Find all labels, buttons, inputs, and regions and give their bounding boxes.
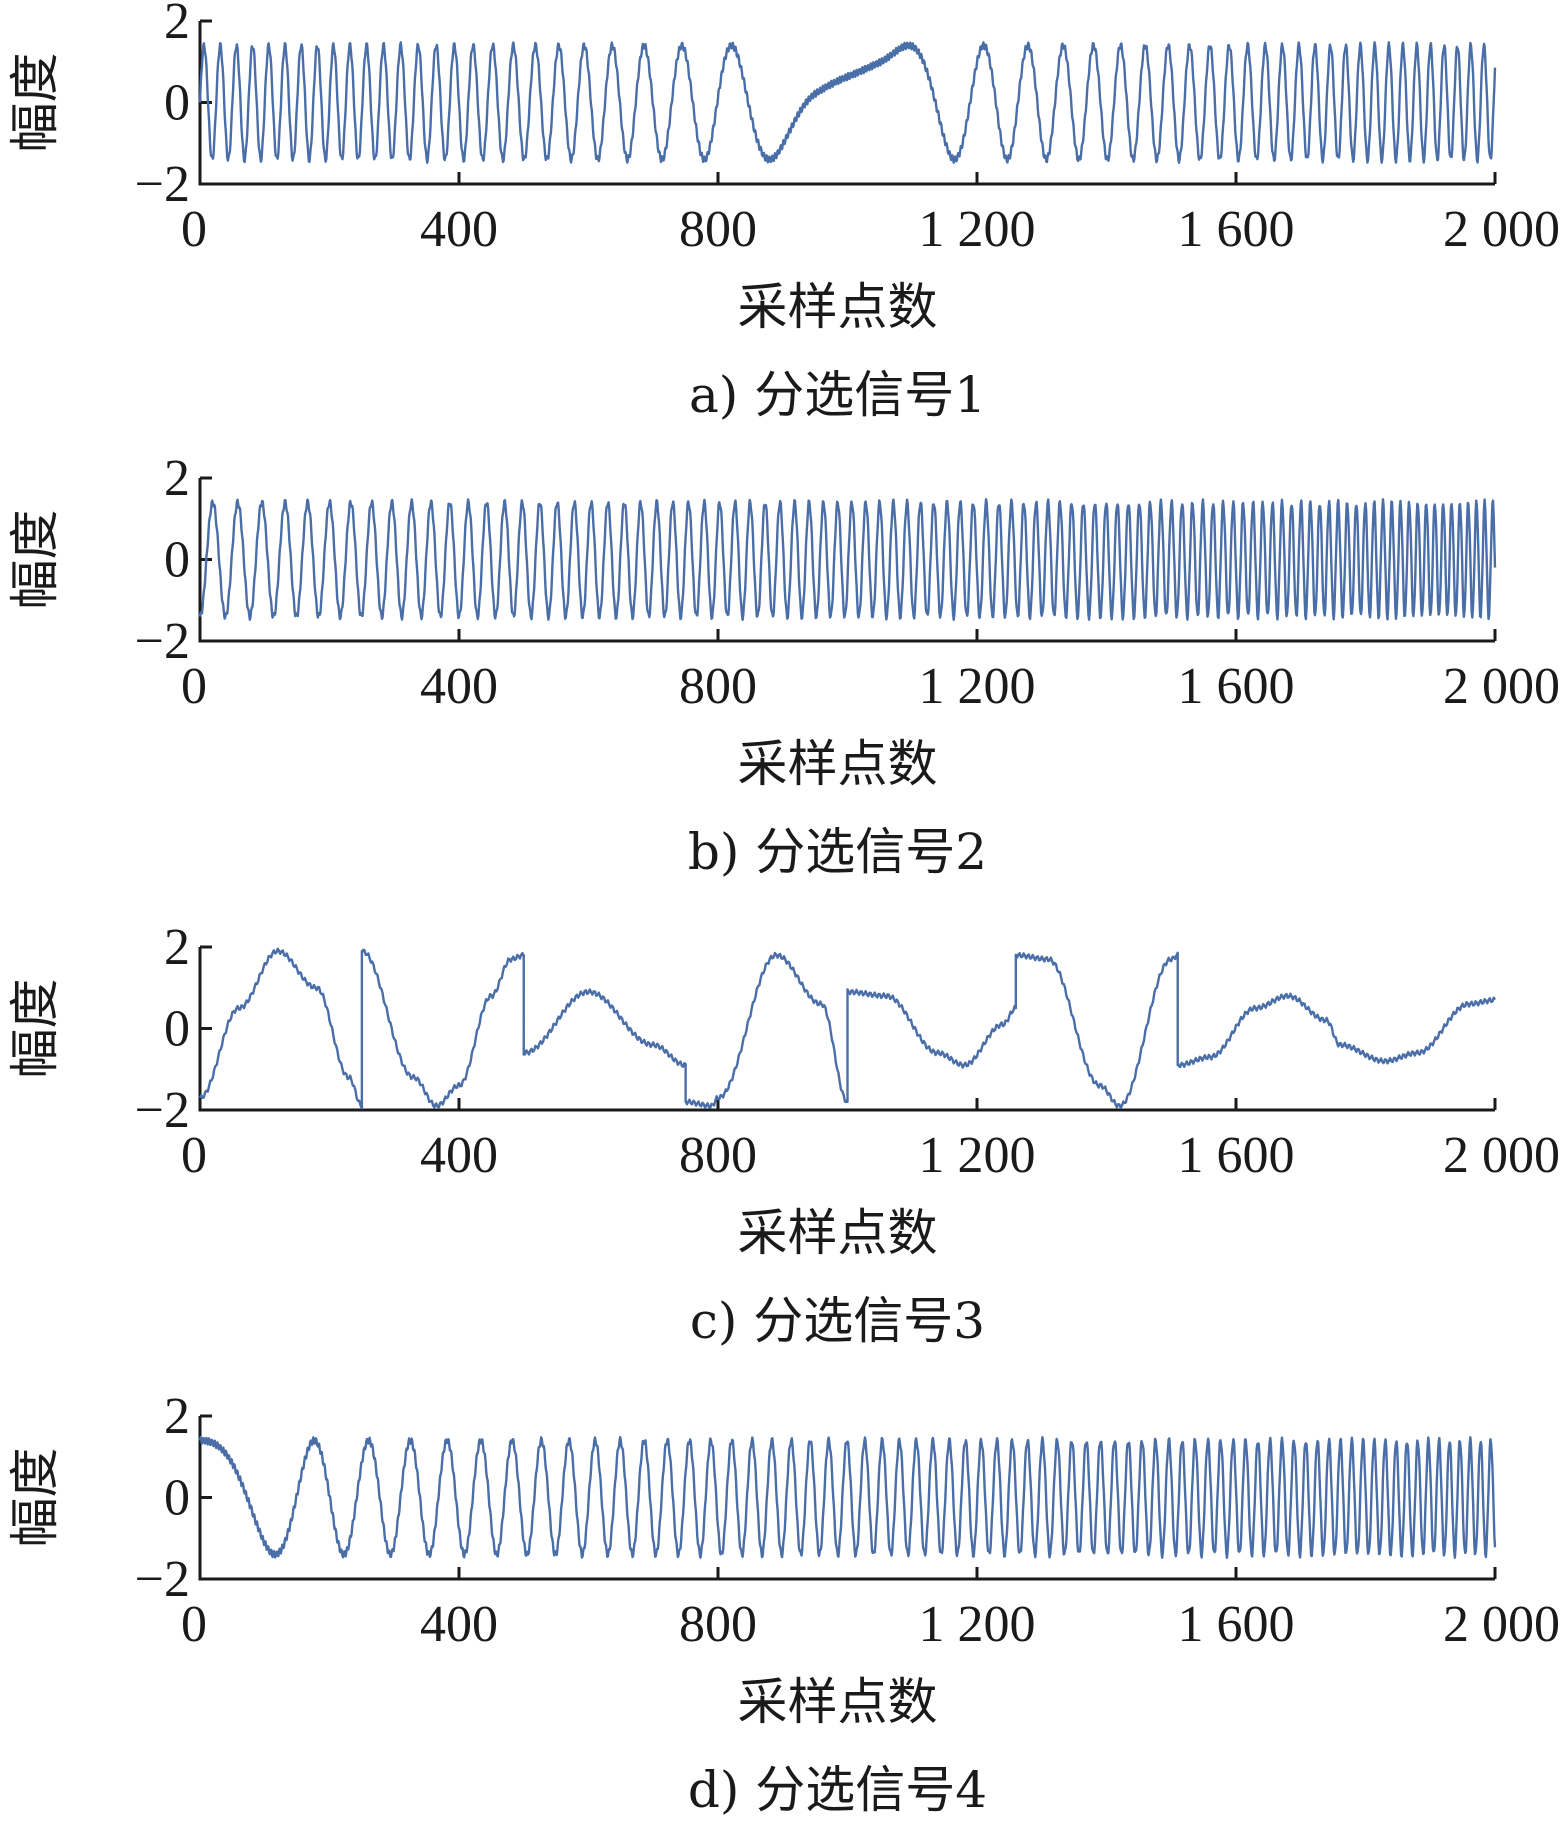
x-tick-label: 1 200 <box>919 1596 1036 1653</box>
y-axis-label: 幅度 <box>6 1448 64 1548</box>
y-tick-label: 2 <box>164 0 190 50</box>
x-tick-label: 400 <box>420 1127 498 1184</box>
y-tick-label: −2 <box>135 156 190 213</box>
x-axis-label: 采样点数 <box>738 1204 938 1262</box>
y-tick-label: 0 <box>164 75 190 132</box>
y-tick-label: 0 <box>164 1001 190 1058</box>
x-axis-label: 采样点数 <box>738 1673 938 1731</box>
x-tick-label: 800 <box>679 1596 757 1653</box>
x-tick-label: 1 600 <box>1178 201 1295 258</box>
x-tick-label: 800 <box>679 1127 757 1184</box>
x-tick-label: 0 <box>181 1596 207 1653</box>
x-tick-label: 0 <box>181 658 207 715</box>
y-tick-label: 2 <box>164 450 190 507</box>
y-axis-label: 幅度 <box>6 53 64 153</box>
x-tick-label: 400 <box>420 1596 498 1653</box>
y-tick-label: −2 <box>135 1082 190 1139</box>
chart-caption: a) 分选信号1 <box>689 366 986 424</box>
chart-caption: c) 分选信号3 <box>690 1292 985 1350</box>
x-tick-label: 2 000 <box>1443 1596 1560 1653</box>
series-line <box>198 947 1496 1110</box>
x-axis-label: 采样点数 <box>738 735 938 793</box>
x-tick-label: 800 <box>679 201 757 258</box>
series-line <box>198 498 1497 621</box>
y-tick-label: −2 <box>135 613 190 670</box>
x-tick-label: 1 600 <box>1178 1127 1295 1184</box>
x-tick-label: 2 000 <box>1443 1127 1560 1184</box>
chart-caption: b) 分选信号2 <box>688 823 987 881</box>
y-tick-label: 2 <box>164 1388 190 1445</box>
x-tick-label: 0 <box>181 1127 207 1184</box>
x-tick-label: 1 600 <box>1178 1596 1295 1653</box>
x-tick-label: 1 600 <box>1178 658 1295 715</box>
y-tick-label: −2 <box>135 1551 190 1608</box>
x-tick-label: 0 <box>181 201 207 258</box>
axis-lines <box>198 21 1495 186</box>
y-tick-label: 0 <box>164 532 190 589</box>
x-tick-label: 400 <box>420 658 498 715</box>
y-tick-label: 0 <box>164 1470 190 1527</box>
x-tick-label: 2 000 <box>1443 201 1560 258</box>
x-tick-label: 1 200 <box>919 1127 1036 1184</box>
x-axis-label: 采样点数 <box>738 278 938 336</box>
y-tick-label: 2 <box>164 919 190 976</box>
y-axis-label: 幅度 <box>6 979 64 1079</box>
y-axis-label: 幅度 <box>6 510 64 610</box>
x-tick-label: 400 <box>420 201 498 258</box>
x-tick-label: 1 200 <box>919 201 1036 258</box>
x-tick-label: 2 000 <box>1443 658 1560 715</box>
x-tick-label: 1 200 <box>919 658 1036 715</box>
x-tick-label: 800 <box>679 658 757 715</box>
chart-caption: d) 分选信号4 <box>688 1761 987 1819</box>
series-line <box>198 1436 1497 1559</box>
series-line <box>198 41 1497 164</box>
